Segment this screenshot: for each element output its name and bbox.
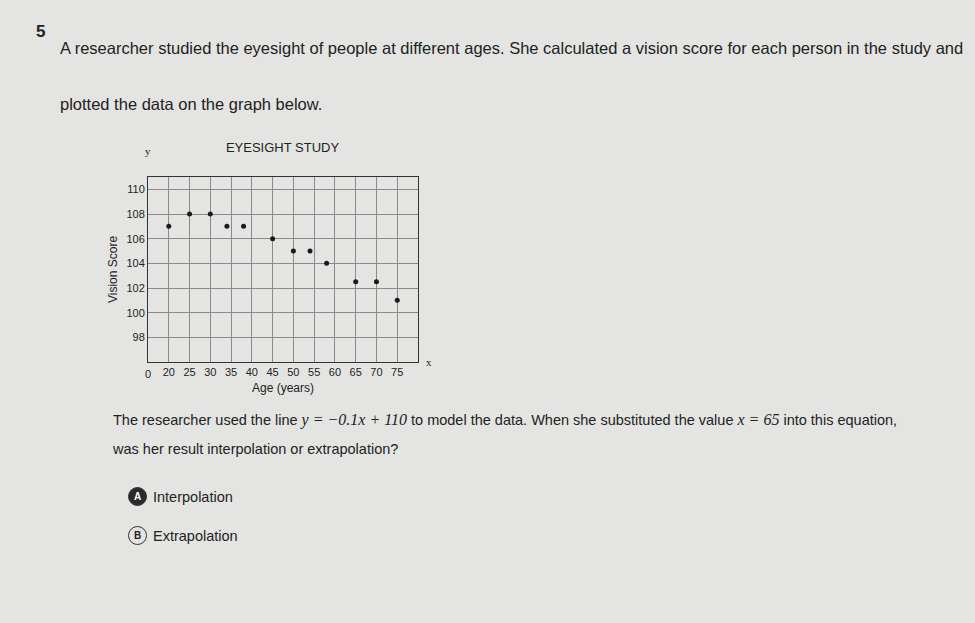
svg-text:75: 75 [391,366,403,378]
html-text:A: A [133,491,142,502]
svg-text:30: 30 [204,366,216,378]
svg-text:70: 70 [370,366,382,378]
svg-text:60: 60 [329,366,341,378]
svg-text:0: 0 [145,368,151,380]
svg-text:102: 102 [126,282,144,294]
svg-text:25: 25 [183,366,195,378]
html-text:5: 5 [36,22,46,41]
html-text:Extrapolation: Extrapolation [153,527,238,544]
svg-text:y: y [145,145,151,157]
svg-text:Age (years): Age (years) [252,381,314,395]
svg-text:EYESIGHT STUDY: EYESIGHT STUDY [226,140,340,155]
svg-text:45: 45 [266,366,278,378]
svg-text:110: 110 [127,183,145,195]
svg-text:35: 35 [225,366,237,378]
svg-text:x: x [426,356,432,368]
svg-text:65: 65 [350,366,362,378]
html-text:B: B [133,530,142,541]
svg-text:50: 50 [287,366,299,378]
svg-text:106: 106 [126,233,144,245]
svg-text:20: 20 [163,366,175,378]
svg-text:98: 98 [133,331,145,343]
svg-text:55: 55 [308,366,320,378]
html-text:The researcher used the line y: The researcher used the line y = −0.1x +… [113,411,898,457]
svg-text:40: 40 [246,366,258,378]
html-text:Interpolation: Interpolation [153,488,233,505]
html-text:A researcher studied the eyesi: A researcher studied the eyesight of peo… [60,39,964,113]
svg-text:108: 108 [126,208,144,220]
svg-text:104: 104 [126,257,144,269]
svg-text:100: 100 [126,307,144,319]
svg-text:Vision Score: Vision Score [106,236,120,303]
